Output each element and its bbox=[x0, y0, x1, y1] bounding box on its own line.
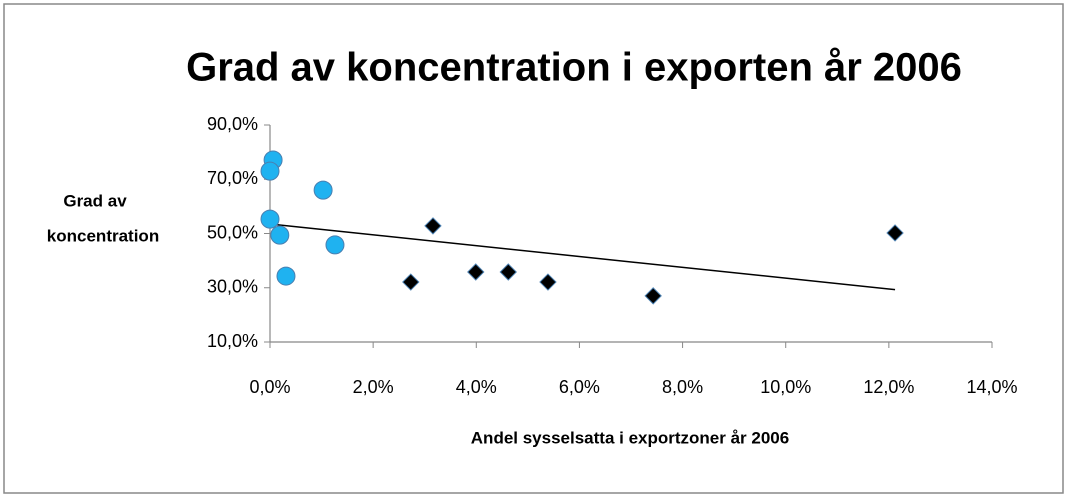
point bbox=[424, 217, 442, 235]
y-tick-label: 70,0% bbox=[207, 168, 258, 188]
point bbox=[260, 161, 280, 181]
y-tick-label: 10,0% bbox=[207, 331, 258, 351]
point bbox=[539, 273, 557, 291]
point bbox=[276, 266, 296, 286]
x-tick-label: 2,0% bbox=[353, 377, 394, 397]
point bbox=[313, 180, 333, 200]
point bbox=[467, 263, 485, 281]
point bbox=[886, 224, 904, 242]
x-tick-label: 14,0% bbox=[966, 377, 1017, 397]
point bbox=[325, 235, 345, 255]
y-tick-label: 50,0% bbox=[207, 222, 258, 242]
point bbox=[402, 273, 420, 291]
y-axis-label: koncentration bbox=[47, 226, 159, 245]
x-tick-label: 10,0% bbox=[760, 377, 811, 397]
point bbox=[270, 225, 290, 245]
x-tick-label: 8,0% bbox=[662, 377, 703, 397]
chart-border bbox=[3, 3, 1064, 494]
y-tick-label: 30,0% bbox=[207, 277, 258, 297]
x-axis-label: Andel sysselsatta i exportzoner år 2006 bbox=[471, 428, 789, 447]
x-tick-label: 0,0% bbox=[249, 377, 290, 397]
y-tick-label: 90,0% bbox=[207, 114, 258, 134]
point bbox=[499, 263, 517, 281]
x-tick-label: 4,0% bbox=[456, 377, 497, 397]
point bbox=[260, 209, 280, 229]
chart-title: Grad av koncentration i exporten år 2006 bbox=[186, 46, 962, 90]
x-tick-label: 6,0% bbox=[559, 377, 600, 397]
x-tick-label: 12,0% bbox=[863, 377, 914, 397]
trendline bbox=[269, 223, 896, 291]
point bbox=[644, 287, 662, 305]
y-axis-label: Grad av bbox=[63, 191, 127, 210]
